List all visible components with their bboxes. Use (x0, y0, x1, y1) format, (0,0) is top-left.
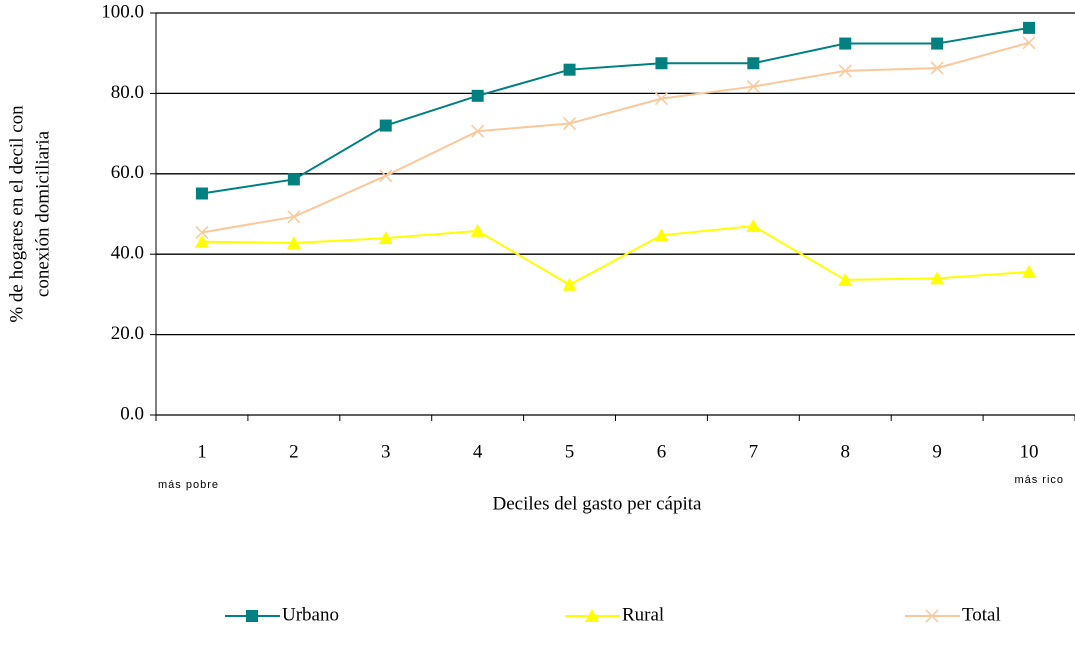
y-axis-title-line: % de hogares en el decil con (6, 105, 27, 323)
marker (379, 169, 393, 183)
x-tick-label: 7 (749, 441, 759, 462)
y-axis-title: % de hogares en el decil con conexión do… (6, 105, 53, 323)
marker (195, 187, 208, 200)
marker (655, 57, 668, 70)
marker (195, 225, 209, 240)
annotation: más pobre (158, 479, 219, 491)
marker (563, 63, 576, 76)
legend-label: Rural (622, 604, 664, 625)
marker (746, 80, 760, 94)
marker (585, 609, 599, 622)
x-tick-label: 10 (1020, 441, 1039, 462)
marker (563, 117, 577, 131)
series (195, 36, 1036, 240)
x-tick-label: 8 (841, 441, 851, 462)
marker (930, 271, 945, 285)
marker (470, 223, 485, 237)
marker (378, 231, 393, 245)
marker (930, 61, 944, 75)
marker (562, 277, 577, 291)
legend-label: Urbano (282, 604, 339, 625)
marker (379, 119, 392, 132)
marker (194, 234, 209, 248)
marker (287, 210, 301, 224)
y-tick-label: 40.0 (111, 243, 144, 264)
marker (286, 235, 301, 249)
marker (471, 124, 485, 138)
series-line (201, 26, 1030, 195)
annotation: más rico (1014, 474, 1064, 486)
x-tick-label: 2 (289, 441, 299, 462)
marker (654, 228, 669, 242)
marker (746, 219, 761, 233)
x-tick-label: 5 (565, 441, 575, 462)
marker (925, 609, 939, 623)
marker (471, 89, 484, 102)
x-tick-label: 4 (473, 441, 483, 462)
y-tick-label: 60.0 (111, 162, 144, 183)
x-tick-label: 3 (381, 441, 391, 462)
y-tick-label: 20.0 (111, 323, 144, 344)
x-tick-label: 9 (932, 441, 942, 462)
y-tick-label: 100.0 (101, 1, 144, 22)
series-line (201, 225, 1030, 286)
marker (1022, 36, 1036, 50)
x-tick-label: 1 (197, 441, 207, 462)
marker (246, 610, 258, 622)
legend-label: Total (962, 604, 1001, 625)
series-line (201, 41, 1030, 234)
y-tick-label: 0.0 (120, 403, 144, 424)
marker (838, 272, 853, 286)
marker (1022, 264, 1037, 278)
marker (839, 37, 852, 50)
marker (1023, 21, 1036, 34)
x-tick-label: 6 (657, 441, 667, 462)
marker (287, 173, 300, 186)
series (195, 21, 1036, 200)
y-tick-label: 80.0 (111, 82, 144, 103)
marker (838, 64, 852, 78)
y-axis-title-line: conexión domiciliaria (32, 130, 53, 297)
marker (747, 57, 760, 70)
marker (931, 37, 944, 50)
series (194, 219, 1037, 291)
x-axis-title: Deciles del gasto per cápita (493, 493, 702, 514)
marker (654, 92, 668, 106)
